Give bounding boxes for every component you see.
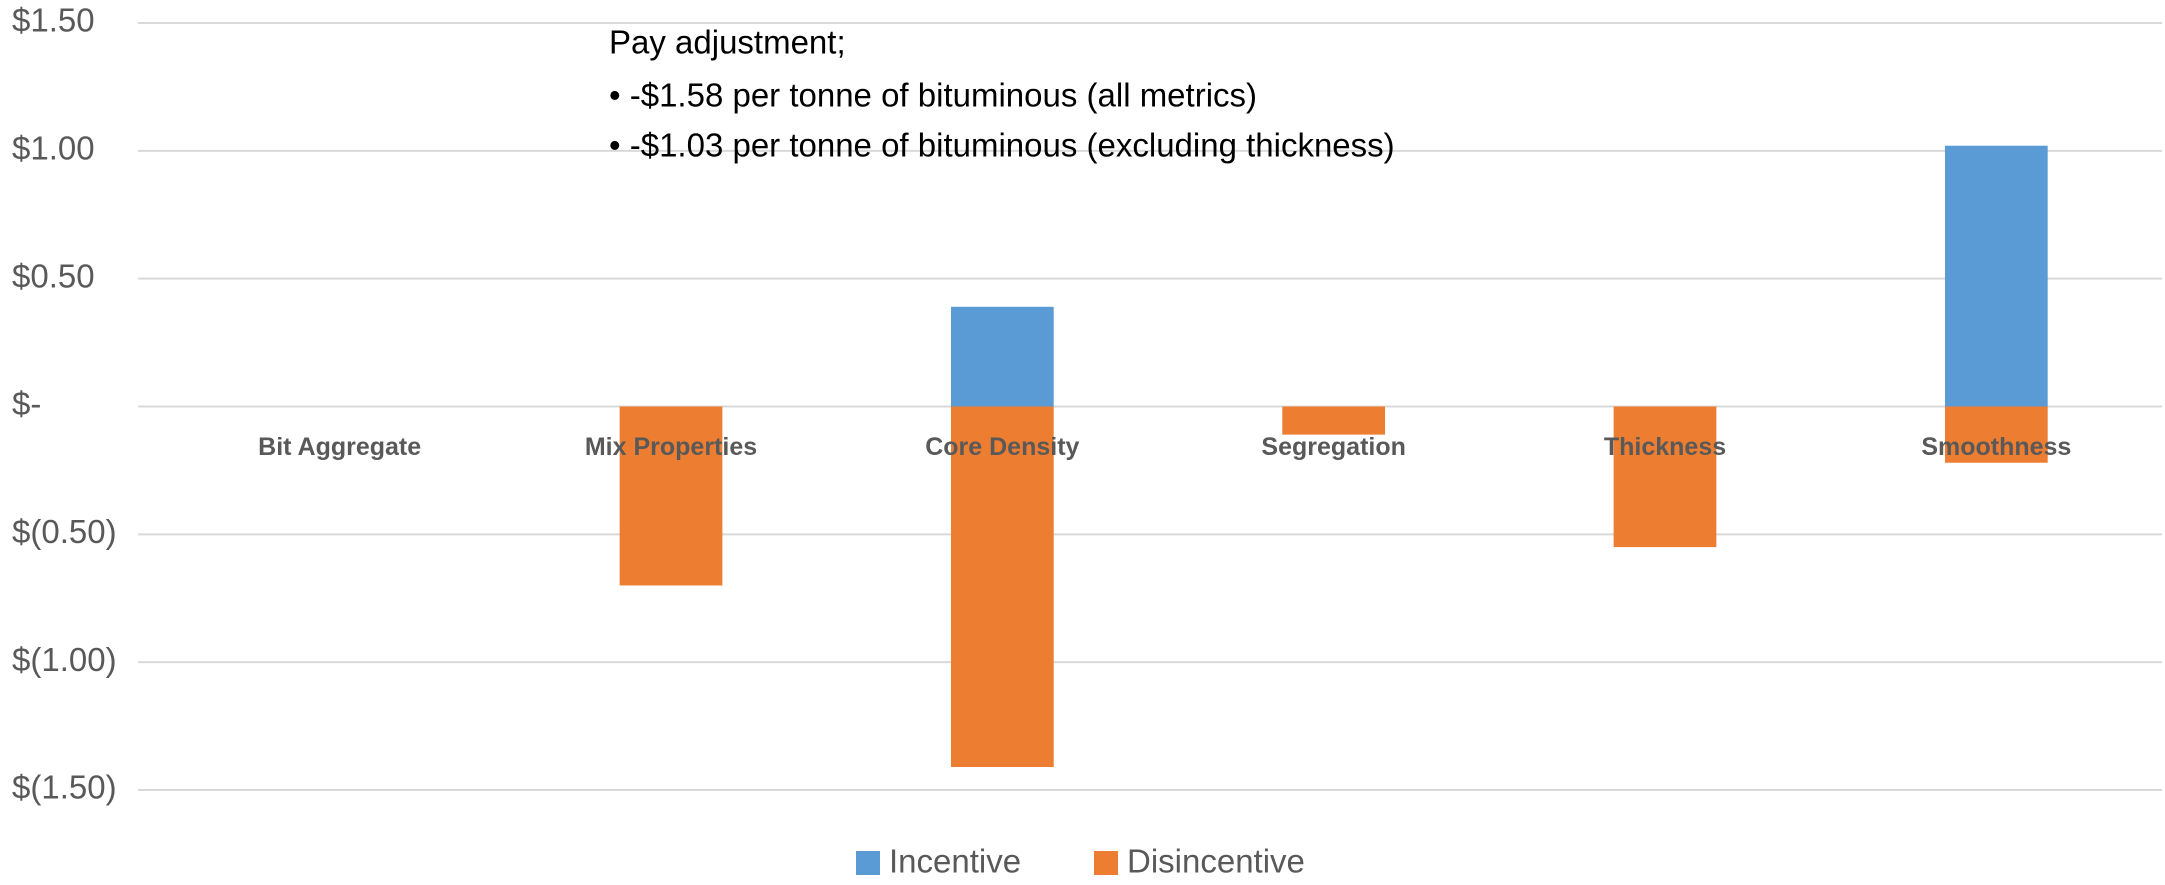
- x-tick-label: Thickness: [1604, 433, 1726, 461]
- bar: [1944, 145, 2048, 407]
- y-tick-label: $(1.50): [12, 769, 117, 806]
- legend-label: Disincentive: [1127, 843, 1305, 880]
- bar: [1282, 406, 1386, 435]
- bar: [1613, 406, 1717, 548]
- y-tick-label: $(1.00): [12, 641, 117, 678]
- y-tick-label: $1.00: [12, 130, 95, 167]
- x-tick-label: Bit Aggregate: [258, 433, 421, 461]
- bar: [950, 406, 1054, 767]
- x-tick-label: Core Density: [925, 433, 1079, 461]
- x-tick-label: Segregation: [1261, 433, 1405, 461]
- legend-swatch: [1094, 851, 1118, 875]
- y-tick-label: $(0.50): [12, 513, 117, 550]
- legend-swatch: [856, 851, 880, 875]
- y-tick-label: $0.50: [12, 257, 95, 294]
- bar: [950, 306, 1054, 407]
- bar: [1944, 406, 2048, 463]
- annotation: Pay adjustment;: [609, 24, 846, 61]
- annotation: • -$1.58 per tonne of bituminous (all me…: [609, 77, 1257, 114]
- x-tick-label: Smoothness: [1921, 433, 2071, 461]
- y-tick-label: $1.50: [12, 2, 95, 39]
- bar: [619, 406, 723, 586]
- x-tick-label: Mix Properties: [585, 433, 757, 461]
- legend-label: Incentive: [889, 843, 1021, 880]
- annotation: • -$1.03 per tonne of bituminous (exclud…: [609, 127, 1395, 164]
- y-tick-label: $-: [12, 385, 41, 422]
